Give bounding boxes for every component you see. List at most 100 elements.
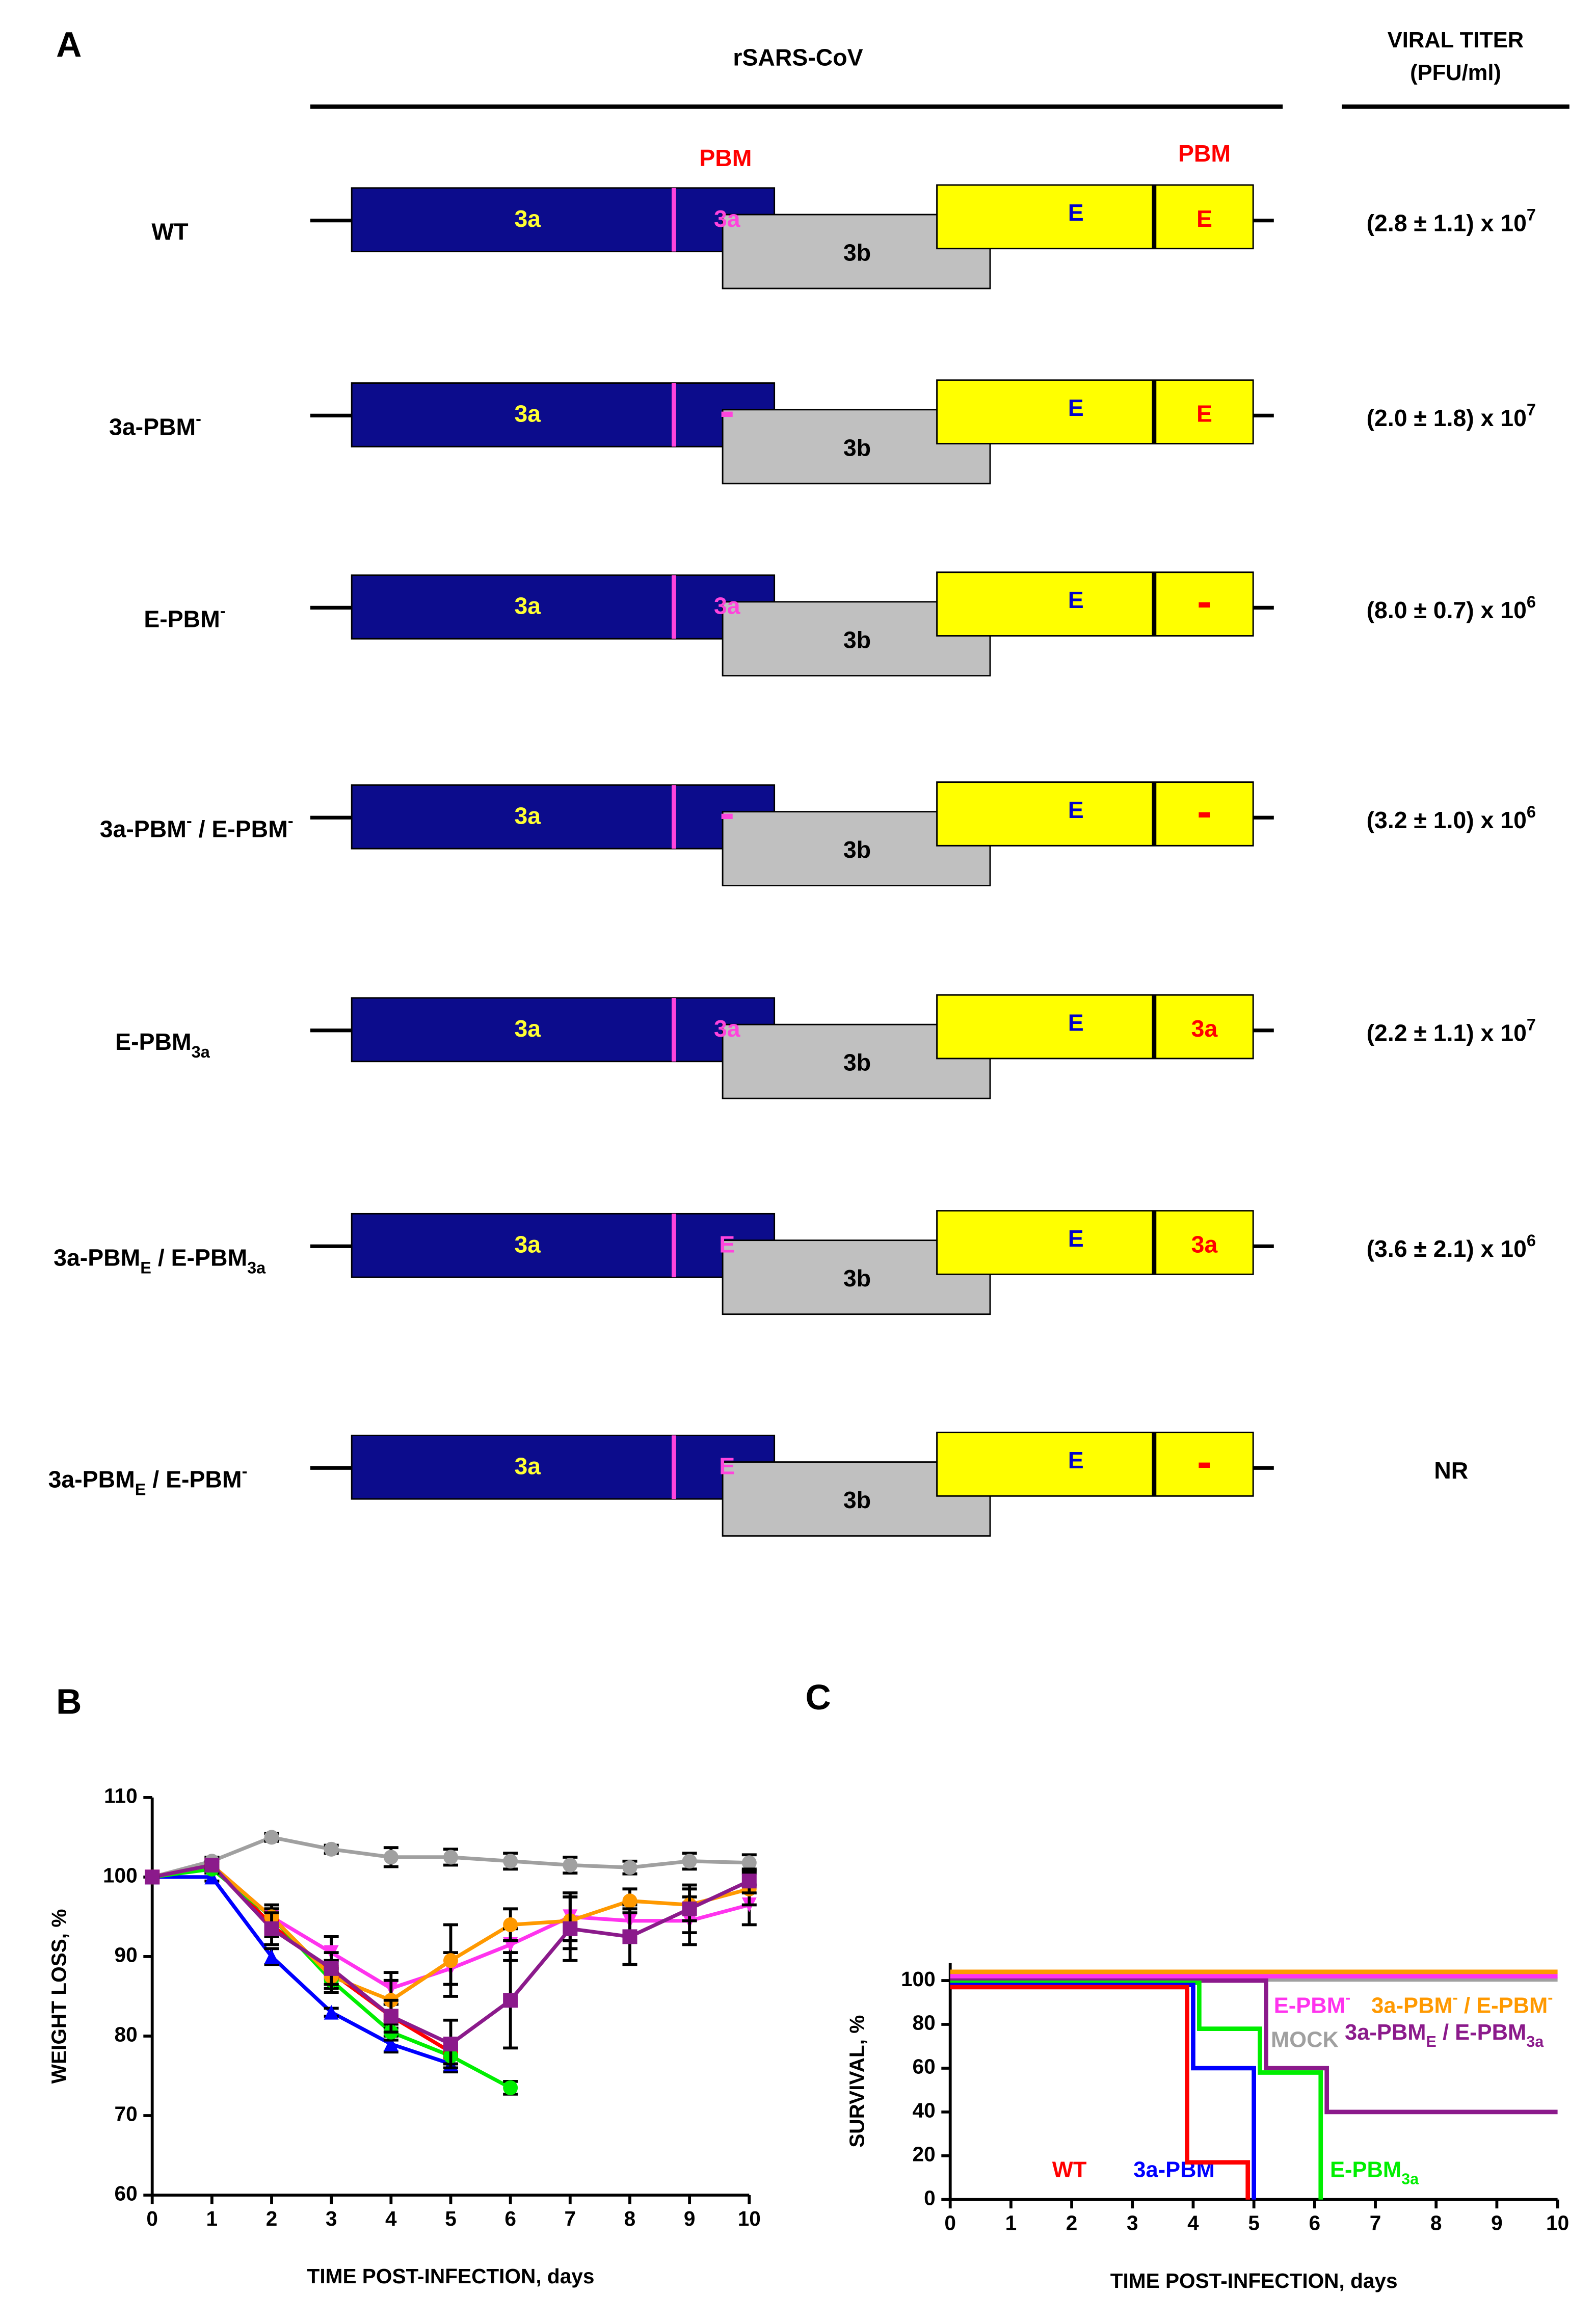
mutant-name-part: E	[135, 1480, 146, 1498]
x-tick-label: 5	[445, 2207, 457, 2230]
x-tick-label: 9	[684, 2207, 696, 2230]
y-tick-label: 20	[913, 2142, 936, 2166]
x-tick-label: 6	[504, 2207, 516, 2230]
orf-3a	[351, 382, 776, 447]
pbm-motif: E	[1196, 205, 1212, 232]
mutant-name-part: 3a-PBM	[48, 1466, 135, 1493]
mutant-name-part: -	[288, 811, 294, 830]
series-label: 3a-PBME / E-PBM3a	[1345, 2020, 1544, 2050]
marker	[383, 1850, 398, 1865]
series-label-part: E	[1426, 2033, 1437, 2050]
orf-3a	[351, 1434, 776, 1500]
marker	[264, 1830, 279, 1845]
viral-titer: (8.0 ± 0.7) x 106	[1367, 593, 1536, 624]
x-tick-label: 1	[1005, 2211, 1017, 2235]
diagram-header: rSARS-CoV	[733, 44, 863, 71]
pbm-motif: 3a	[1191, 1015, 1218, 1042]
y-tick-label: 40	[913, 2099, 936, 2122]
orf-label: 3b	[843, 626, 871, 653]
series-label-part: -	[1453, 1989, 1458, 2007]
marker	[682, 1901, 697, 1916]
marker	[622, 1929, 637, 1944]
orf-label: E	[1068, 587, 1084, 613]
viral-titer: NR	[1434, 1457, 1468, 1484]
marker	[741, 1855, 757, 1870]
pbm-motif: 3a	[1191, 1231, 1218, 1257]
orf-3a	[351, 187, 776, 252]
series-label-part: E-PBM	[1274, 1994, 1345, 2018]
series-label-part: -	[1345, 1989, 1350, 2007]
y-axis-label: SURVIVAL, %	[845, 2015, 869, 2148]
orf-label: 3b	[843, 1265, 871, 1291]
x-tick-label: 1	[206, 2207, 218, 2230]
marker	[324, 2005, 339, 2020]
mutant-name-part: -	[242, 1462, 248, 1480]
y-tick-label: 0	[924, 2186, 936, 2209]
orf-3a	[351, 784, 776, 850]
titer-header: (PFU/ml)	[1410, 61, 1501, 85]
marker	[383, 2009, 398, 2024]
viral-titer-part: (8.0 ± 0.7) x 10	[1367, 597, 1527, 623]
marker	[741, 1874, 757, 1889]
pbm-label: PBM	[699, 145, 752, 171]
marker	[264, 1921, 279, 1936]
viral-titer-part: 6	[1527, 593, 1536, 611]
mutant-name-part: 3a	[192, 1042, 210, 1061]
mutant-name-part: 3a	[247, 1258, 266, 1277]
marker	[145, 1869, 160, 1885]
orf-e	[936, 994, 1254, 1060]
survival-curve	[950, 1981, 1323, 2200]
orf-label: 3b	[843, 1049, 871, 1076]
mutant-name: E-PBM-	[144, 601, 225, 632]
orf-label: 3a	[514, 401, 541, 427]
series-label: MOCK	[1271, 2028, 1339, 2052]
marker	[264, 1949, 279, 1964]
x-tick-label: 5	[1248, 2211, 1260, 2235]
orf-label: 3b	[843, 1487, 871, 1513]
orf-label: 3a	[514, 1231, 541, 1257]
y-axis-label: WEIGHT LOSS, %	[47, 1909, 71, 2084]
orf-label: 3a	[514, 1453, 541, 1479]
x-tick-label: 2	[266, 2207, 278, 2230]
orf-3a	[351, 1212, 776, 1278]
x-tick-label: 3	[1127, 2211, 1138, 2235]
y-tick-label: 80	[115, 2023, 138, 2046]
pbm-motif: -	[1197, 1437, 1212, 1486]
mutant-name-part: -	[196, 409, 201, 428]
x-tick-label: 0	[146, 2207, 158, 2230]
orf-e	[936, 184, 1254, 250]
mutant-name-part: / E-PBM	[146, 1466, 242, 1493]
pbm-motif: -	[1197, 577, 1212, 626]
x-tick-label: 10	[1546, 2211, 1569, 2235]
pbm-motif: E	[719, 1453, 735, 1479]
marker	[503, 1854, 518, 1869]
mutant-name-part: E-PBM	[115, 1028, 191, 1055]
x-tick-label: 8	[1430, 2211, 1442, 2235]
series-label-part: E-PBM	[1330, 2158, 1401, 2182]
x-tick-label: 4	[385, 2207, 397, 2230]
viral-titer-part: (2.0 ± 1.8) x 10	[1367, 405, 1527, 431]
pbm-motif: E	[719, 1231, 735, 1257]
mutant-name-part: 3a-PBM	[100, 816, 187, 842]
orf-label: 3b	[843, 434, 871, 461]
y-tick-label: 90	[115, 1943, 138, 1967]
pbm-label: PBM	[1178, 140, 1231, 167]
orf-e	[936, 1432, 1254, 1497]
orf-3a	[351, 997, 776, 1063]
mutant-name-part: E	[140, 1258, 151, 1277]
viral-titer: (3.2 ± 1.0) x 106	[1367, 802, 1536, 833]
marker	[204, 1869, 220, 1885]
marker	[563, 1921, 578, 1936]
series-label: 3a-PBM- / E-PBM-	[1371, 1989, 1553, 2018]
viral-titer-part: (3.6 ± 2.1) x 10	[1367, 1235, 1527, 1262]
x-axis-label: TIME POST-INFECTION, days	[1110, 2269, 1398, 2292]
series-line	[152, 1875, 451, 2066]
series-label: 3a-PBM-	[1133, 2153, 1220, 2182]
series-label: E-PBM3a	[1330, 2158, 1419, 2188]
series-label-part: 3a	[1526, 2033, 1544, 2050]
mutant-name-part: -	[220, 601, 226, 620]
x-tick-label: 9	[1491, 2211, 1503, 2235]
marker	[503, 1993, 518, 2008]
orf-e	[936, 781, 1254, 847]
